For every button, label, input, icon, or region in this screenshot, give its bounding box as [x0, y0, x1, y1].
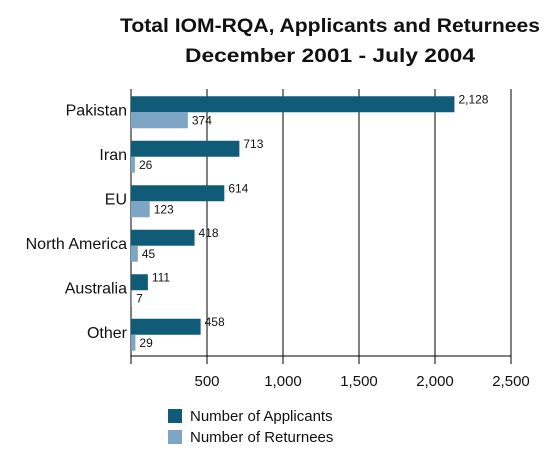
data-label: 26 — [139, 158, 153, 172]
y-tick-label: Other — [87, 325, 128, 342]
legend-label: Number of Returnees — [190, 429, 333, 446]
data-label: 374 — [192, 113, 212, 127]
bar — [131, 96, 455, 113]
data-label: 123 — [154, 202, 174, 216]
chart-title: Total IOM-RQA, Applicants and Returnees — [120, 16, 540, 37]
data-label: 713 — [243, 137, 263, 151]
data-label: 2,128 — [458, 92, 488, 106]
bar — [131, 140, 240, 157]
bar — [131, 245, 138, 262]
bar — [131, 334, 136, 351]
data-label: 7 — [136, 291, 143, 305]
bar — [131, 156, 135, 173]
y-tick-label: EU — [105, 191, 127, 208]
legend-label: Number of Applicants — [190, 408, 333, 425]
bar — [131, 112, 188, 129]
data-label: 418 — [199, 226, 219, 240]
bar — [131, 274, 148, 291]
bar — [131, 318, 201, 335]
legend-swatch — [168, 430, 182, 444]
y-tick-label: Iran — [99, 147, 127, 164]
x-tick-label: 2,000 — [416, 373, 454, 390]
data-label: 29 — [139, 336, 153, 350]
bar — [131, 229, 195, 246]
legend-swatch — [168, 409, 182, 423]
y-tick-label: Pakistan — [66, 102, 127, 119]
chart-subtitle: December 2001 - July 2004 — [185, 46, 476, 67]
bar — [131, 185, 225, 202]
x-tick-label: 1,500 — [340, 373, 378, 390]
data-label: 111 — [152, 270, 171, 284]
bar — [131, 201, 150, 218]
data-label: 614 — [228, 181, 248, 195]
y-tick-label: North America — [26, 236, 127, 253]
data-label: 45 — [142, 247, 156, 261]
data-label: 458 — [205, 315, 225, 329]
x-tick-label: 2,500 — [492, 373, 530, 390]
x-tick-label: 1,000 — [264, 373, 302, 390]
y-tick-label: Australia — [65, 280, 127, 297]
x-tick-label: 500 — [194, 373, 219, 390]
bar — [131, 290, 133, 307]
